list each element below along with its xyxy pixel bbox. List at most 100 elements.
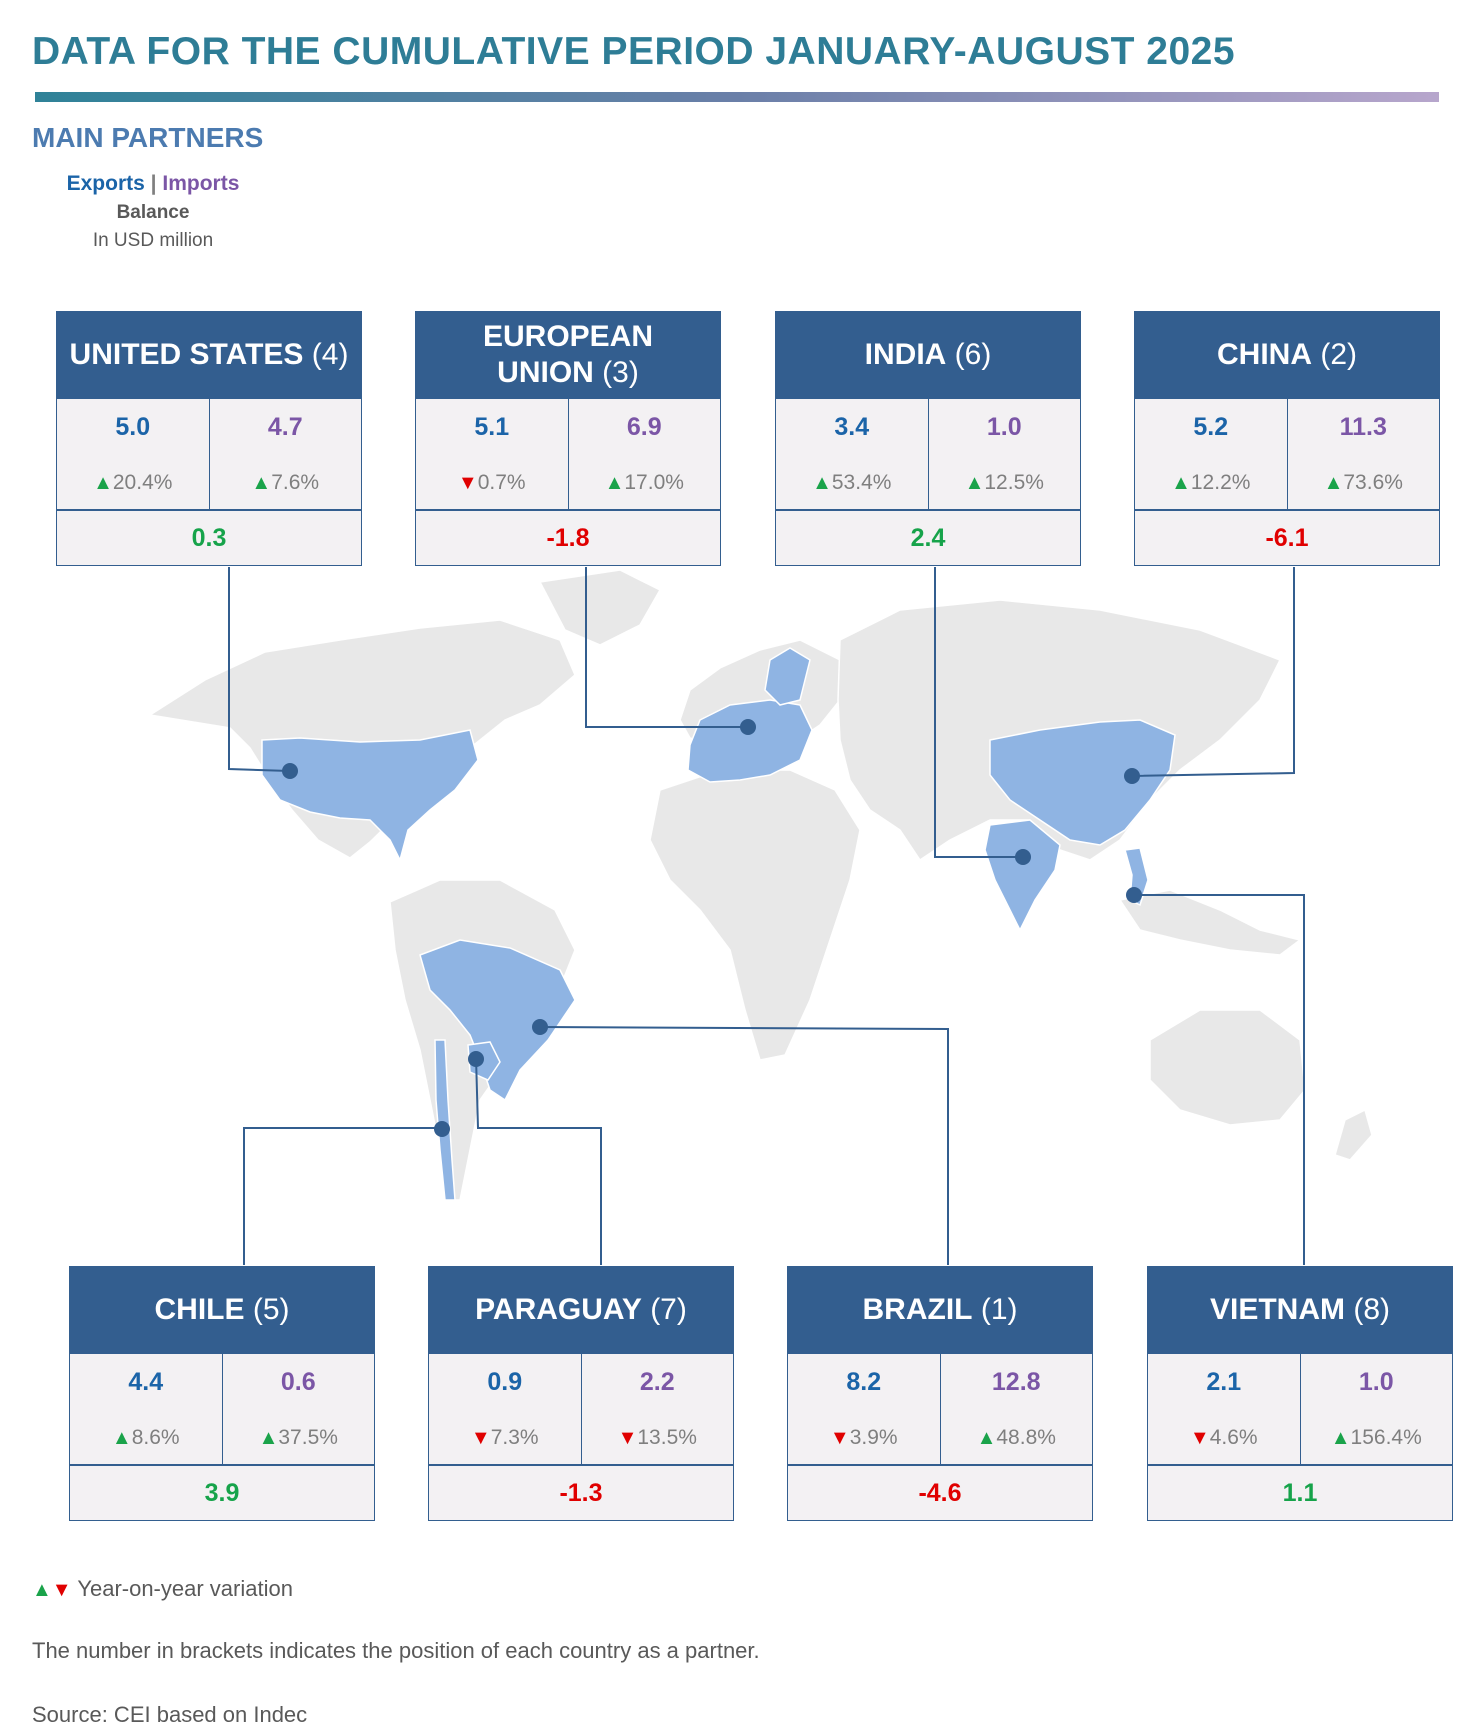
balance-value: -4.6 — [787, 1465, 1093, 1521]
exports-value: 5.2 — [1193, 413, 1229, 441]
imports-column: 1.0 ▲12.5% — [927, 399, 1081, 509]
up-triangle-icon: ▲ — [964, 472, 985, 494]
marker-united-states — [282, 763, 298, 779]
southeast-asia-islands — [1118, 889, 1302, 956]
partner-values: 3.4 ▲53.4% 1.0 ▲12.5% — [775, 399, 1081, 510]
imports-value: 1.0 — [986, 413, 1022, 441]
marker-european-union — [740, 719, 756, 735]
partner-values: 2.1 ▼4.6% 1.0 ▲156.4% — [1147, 1354, 1453, 1465]
page-title: DATA FOR THE CUMULATIVE PERIOD JANUARY-A… — [32, 30, 1236, 73]
partner-name: INDIA — [864, 338, 947, 371]
down-triangle-icon: ▼ — [470, 1427, 491, 1449]
marker-vietnam — [1126, 887, 1142, 903]
marker-chile — [434, 1121, 450, 1137]
imports-column: 11.3 ▲73.6% — [1286, 399, 1440, 509]
partner-values: 5.2 ▲12.2% 11.3 ▲73.6% — [1134, 399, 1440, 510]
imports-variation: ▲17.0% — [604, 471, 684, 494]
rank-note: The number in brackets indicates the pos… — [32, 1638, 760, 1663]
imports-value: 6.9 — [626, 413, 662, 441]
partner-header: VIETNAM (8) — [1147, 1266, 1453, 1354]
imports-variation: ▲73.6% — [1323, 471, 1403, 494]
up-triangle-icon: ▲ — [604, 472, 625, 494]
partner-rank: (6) — [954, 338, 992, 371]
balance-value: 0.3 — [56, 510, 362, 566]
imports-variation: ▼13.5% — [617, 1426, 697, 1449]
partner-header: CHINA (2) — [1134, 311, 1440, 399]
partner-name: PARAGUAY — [475, 1293, 642, 1326]
balance-value: 2.4 — [775, 510, 1081, 566]
imports-column: 2.2 ▼13.5% — [580, 1354, 734, 1464]
exports-column: 4.4 ▲8.6% — [70, 1354, 222, 1464]
partner-values: 0.9 ▼7.3% 2.2 ▼13.5% — [428, 1354, 734, 1465]
partner-name: CHILE — [154, 1293, 245, 1326]
chile-highlight — [434, 1039, 456, 1201]
up-triangle-icon: ▲ — [812, 472, 832, 494]
up-triangle-icon: ▲ — [111, 1427, 132, 1449]
down-triangle-icon: ▼ — [457, 472, 478, 494]
usa-highlight — [261, 729, 479, 863]
marker-brazil — [532, 1019, 548, 1035]
marker-india — [1015, 849, 1031, 865]
balance-value: 3.9 — [69, 1465, 375, 1521]
down-triangle-icon: ▼ — [617, 1427, 638, 1449]
imports-column: 6.9 ▲17.0% — [567, 399, 721, 509]
exports-variation: ▲8.6% — [111, 1426, 180, 1449]
exports-value: 3.4 — [834, 413, 870, 441]
partner-rank: (2) — [1320, 338, 1357, 371]
exports-value: 8.2 — [846, 1368, 882, 1396]
imports-value: 2.2 — [639, 1368, 675, 1396]
imports-column: 12.8 ▲48.8% — [939, 1354, 1093, 1464]
title-divider — [35, 92, 1439, 102]
balance-value: -1.3 — [428, 1465, 734, 1521]
partner-name: VIETNAM — [1209, 1293, 1345, 1326]
up-triangle-icon: ▲ — [258, 1427, 279, 1449]
legend-exports: Exports — [66, 172, 145, 195]
imports-value: 0.6 — [280, 1368, 316, 1396]
eu-nordic-highlight — [764, 647, 811, 706]
exports-variation: ▼7.3% — [470, 1426, 539, 1449]
marker-paraguay — [468, 1051, 484, 1067]
partner-header: PARAGUAY (7) — [428, 1266, 734, 1354]
partner-header: INDIA (6) — [775, 311, 1081, 399]
source-note: Source: CEI based on Indec — [32, 1702, 308, 1727]
marker-china — [1124, 768, 1140, 784]
up-triangle-icon: ▲ — [976, 1427, 997, 1449]
exports-column: 0.9 ▼7.3% — [429, 1354, 581, 1464]
exports-value: 2.1 — [1206, 1368, 1242, 1396]
eu-highlight — [687, 699, 813, 783]
imports-column: 4.7 ▲7.6% — [208, 399, 362, 509]
connector-united-states — [228, 567, 291, 772]
value-legend: Exports | Imports Balance In USD million — [58, 172, 248, 252]
partner-header: BRAZIL (1) — [787, 1266, 1093, 1354]
imports-value: 1.0 — [1358, 1368, 1394, 1396]
partner-header: EUROPEAN UNION (3) — [415, 311, 721, 399]
down-triangle-icon: ▼ — [1189, 1427, 1210, 1449]
legend-separator: | — [150, 172, 157, 195]
new-zealand-landmass — [1334, 1108, 1373, 1161]
exports-value: 0.9 — [487, 1368, 523, 1396]
partner-name: BRAZIL — [862, 1293, 973, 1326]
up-triangle-icon: ▲ — [251, 472, 272, 494]
imports-variation: ▲37.5% — [258, 1426, 338, 1449]
partner-card-brazil: BRAZIL (1) 8.2 ▼3.9% 12.8 ▲48.8% -4.6 — [787, 1266, 1093, 1521]
imports-column: 1.0 ▲156.4% — [1299, 1354, 1453, 1464]
brazil-highlight — [419, 939, 576, 1102]
exports-value: 4.4 — [128, 1368, 164, 1396]
exports-column: 8.2 ▼3.9% — [788, 1354, 940, 1464]
connector-chile — [243, 1127, 442, 1265]
partner-rank: (4) — [311, 338, 349, 371]
imports-variation: ▲48.8% — [976, 1426, 1056, 1449]
partner-card-united-states: UNITED STATES (4) 5.0 ▲20.4% 4.7 ▲7.6% 0… — [56, 311, 362, 566]
down-triangle-icon: ▼ — [51, 1579, 72, 1601]
exports-column: 3.4 ▲53.4% — [776, 399, 928, 509]
down-triangle-icon: ▼ — [829, 1427, 850, 1449]
connector-china — [1131, 567, 1295, 777]
up-triangle-icon: ▲ — [1323, 472, 1344, 494]
up-triangle-icon: ▲ — [93, 472, 113, 494]
legend-balance: Balance — [116, 202, 190, 223]
partner-card-india: INDIA (6) 3.4 ▲53.4% 1.0 ▲12.5% 2.4 — [775, 311, 1081, 566]
connector-vietnam — [1134, 894, 1305, 1265]
partner-header: CHILE (5) — [69, 1266, 375, 1354]
variation-legend: ▲▼ Year-on-year variation — [32, 1576, 293, 1602]
